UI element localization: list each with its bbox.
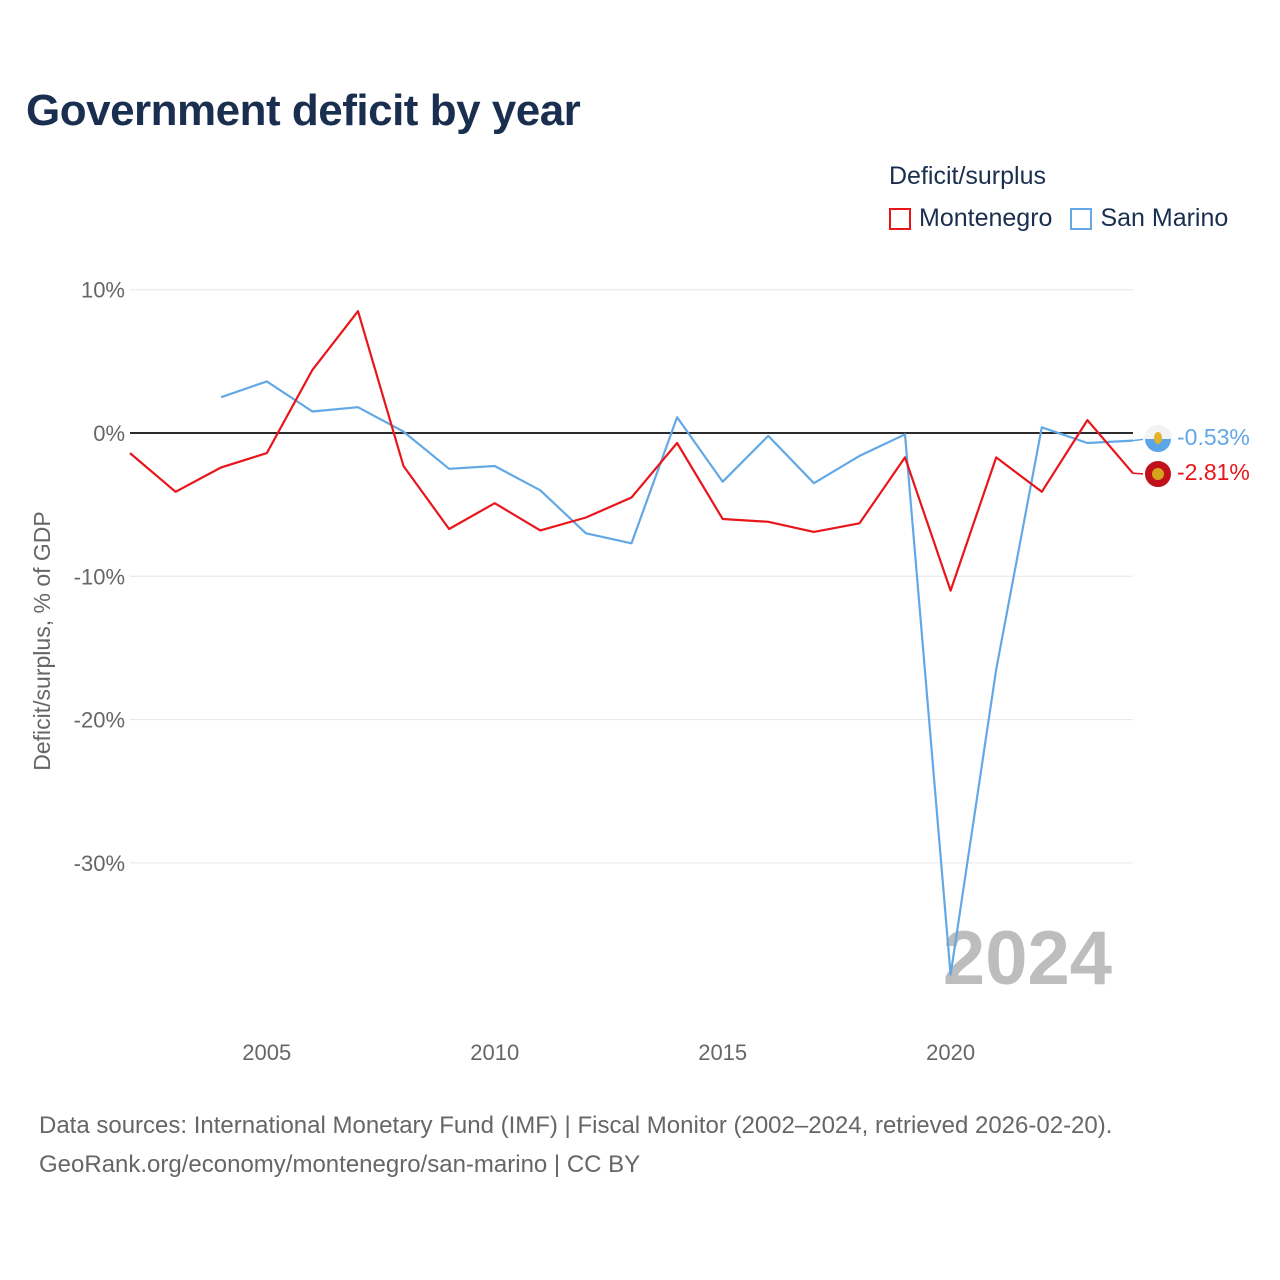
legend-swatch-montenegro xyxy=(889,207,911,230)
year-watermark: 2024 xyxy=(943,916,1112,1001)
legend-label-montenegro: Montenegro xyxy=(919,204,1053,232)
series-lines xyxy=(129,310,1147,976)
legend-label-san-marino: San Marino xyxy=(1100,204,1229,232)
montenegro-flag-icon xyxy=(1143,459,1173,489)
y-tick-label: -20% xyxy=(74,708,125,733)
source-line-2[interactable]: GeoRank.org/economy/montenegro/san-marin… xyxy=(39,1151,641,1178)
end-label-montenegro: -2.81% xyxy=(1177,459,1250,485)
series-line-montenegro xyxy=(129,310,1134,592)
legend-title: Deficit/surplus xyxy=(889,162,1046,190)
legend: Montenegro San Marino xyxy=(889,204,1246,233)
source-note: Data sources: International Monetary Fun… xyxy=(39,1106,1112,1184)
x-tick-label: 2020 xyxy=(926,1040,975,1065)
end-markers xyxy=(1143,424,1173,489)
x-tick-label: 2005 xyxy=(242,1040,291,1065)
y-axis-ticks: 10% 0% -10% -20% -30% xyxy=(74,278,125,876)
san-marino-flag-icon xyxy=(1143,424,1173,454)
legend-swatch-san-marino xyxy=(1070,207,1093,230)
chart-title: Government deficit by year xyxy=(26,86,581,135)
y-tick-label: -10% xyxy=(74,564,125,589)
y-axis-label: Deficit/surplus, % of GDP xyxy=(29,511,55,770)
y-tick-label: 0% xyxy=(93,421,125,446)
legend-item-san-marino[interactable]: San Marino xyxy=(1070,204,1228,233)
x-tick-label: 2010 xyxy=(470,1040,519,1065)
y-tick-label: 10% xyxy=(81,278,125,303)
grid-lines xyxy=(130,289,1133,864)
chart-area: 10% 0% -10% -20% -30% 2005 2010 2015 2020 Defic… xyxy=(29,278,1250,1065)
x-tick-label: 2015 xyxy=(698,1040,747,1065)
legend-item-montenegro[interactable]: Montenegro xyxy=(889,204,1052,233)
end-label-san-marino: -0.53% xyxy=(1177,424,1250,450)
source-line-1: Data sources: International Monetary Fun… xyxy=(39,1112,1113,1139)
x-axis-ticks: 2005 2010 2015 2020 xyxy=(242,1040,975,1065)
series-line-san-marino xyxy=(220,380,1134,976)
y-tick-label: -30% xyxy=(74,851,125,876)
